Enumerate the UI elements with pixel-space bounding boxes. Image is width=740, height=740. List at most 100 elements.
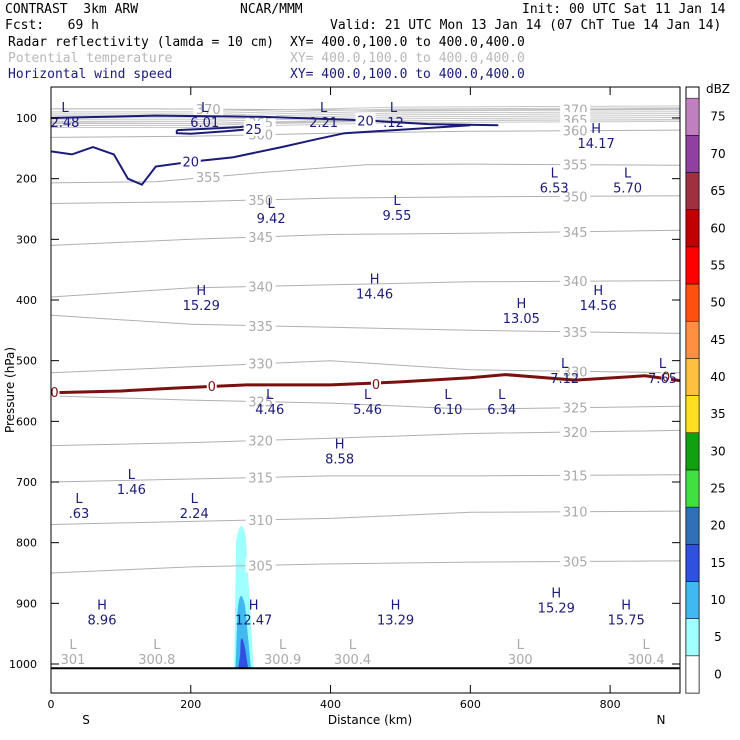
wind-extremum-high: H bbox=[335, 438, 345, 453]
theta-contour-upper bbox=[51, 120, 680, 128]
theta-low-value: 300 bbox=[508, 653, 533, 668]
theta-label-bg bbox=[560, 273, 591, 289]
colorbar-label: 65 bbox=[710, 184, 725, 198]
theta-label-340: 340 bbox=[563, 275, 588, 290]
colorbar-swatch bbox=[685, 246, 700, 285]
wind-extremum-value: 13.05 bbox=[503, 312, 540, 327]
wind-extremum-low: L bbox=[61, 101, 69, 116]
wind-extremum-high: H bbox=[516, 297, 526, 312]
colorbar: 0 5 10 15 20 25 30 35 40 45 50 55 60 65 70 75 bbox=[685, 86, 726, 694]
theta-label-bg bbox=[245, 228, 276, 244]
freezing-line: 0 0 0 0 bbox=[51, 371, 680, 401]
theta-label-340: 340 bbox=[248, 280, 273, 295]
wind-extremum-low: L bbox=[390, 101, 398, 116]
wind-extremum-high: H bbox=[370, 273, 380, 288]
theta-label-bg bbox=[560, 323, 591, 339]
colorbar-swatch bbox=[685, 655, 700, 694]
colorbar-swatch bbox=[685, 395, 700, 434]
wind-extremum-value: 1.46 bbox=[117, 483, 146, 498]
colorbar-swatch bbox=[685, 544, 700, 582]
theta-label-305: 305 bbox=[563, 555, 588, 570]
theta-contour-340 bbox=[51, 280, 680, 298]
wind-extremum-value: 13.29 bbox=[377, 613, 414, 628]
theta-label-325: 325 bbox=[248, 396, 273, 411]
theta-label-bg bbox=[560, 363, 591, 379]
theta-label-315: 315 bbox=[248, 471, 273, 486]
wind-label-20: 20 bbox=[183, 156, 200, 171]
wind-extremum-low: L bbox=[364, 388, 372, 403]
colorbar-label: 0 bbox=[714, 667, 722, 681]
freezing-line-path bbox=[51, 373, 680, 395]
wind-extremum-value: .12 bbox=[383, 116, 404, 131]
theta-contour-325 bbox=[51, 395, 680, 410]
wind-contour-20 bbox=[51, 114, 499, 127]
y-tick-label: 800 bbox=[16, 537, 37, 550]
theta-label-bg bbox=[245, 355, 276, 371]
theta-low-value: 300.9 bbox=[264, 653, 301, 668]
colorbar-label: 50 bbox=[710, 296, 725, 310]
colorbar-swatch bbox=[685, 172, 700, 210]
wind-label-bg bbox=[180, 153, 201, 169]
theta-label-bg bbox=[560, 553, 591, 569]
x-tick-label: 200 bbox=[180, 698, 201, 711]
theta-contour-370 bbox=[51, 108, 680, 111]
theta-label-bg bbox=[245, 557, 276, 573]
wind-extremum-high: H bbox=[196, 284, 206, 299]
wind-extremum-high: H bbox=[551, 586, 561, 601]
wind-label-bg bbox=[355, 112, 376, 128]
freezing-label-bg bbox=[370, 378, 381, 390]
wind-contour-20 bbox=[51, 124, 471, 186]
theta-label-325: 325 bbox=[563, 402, 588, 417]
y-tick-label: 100 bbox=[16, 112, 37, 125]
colorbar-label: 70 bbox=[710, 147, 725, 161]
forecast-hour: Fcst: 69 h bbox=[5, 18, 99, 33]
theta-label-bg bbox=[560, 188, 591, 204]
y-tick-label: 500 bbox=[16, 355, 37, 368]
wind-label-20: 20 bbox=[357, 114, 374, 129]
freezing-label-bg bbox=[661, 371, 672, 383]
theta-label-bg bbox=[245, 511, 276, 527]
field-3-xy: XY= 400.0,100.0 to 400.0,400.0 bbox=[290, 67, 525, 82]
wind-extremum-value: 6.01 bbox=[190, 116, 219, 131]
theta-label-360: 360 bbox=[563, 125, 588, 140]
theta-low-value: 301 bbox=[61, 653, 86, 668]
wind-extremum-value: 12.47 bbox=[235, 613, 272, 628]
theta-label-335: 335 bbox=[563, 326, 588, 341]
reflectivity-area-10dbz bbox=[235, 595, 251, 669]
field-1-name: Radar reflectivity (lamda = 10 cm) bbox=[8, 35, 275, 50]
theta-label-350: 350 bbox=[248, 194, 273, 209]
wind-extremum-low: L bbox=[393, 194, 401, 209]
theta-label-355: 355 bbox=[563, 159, 588, 174]
colorbar-swatch bbox=[685, 469, 700, 508]
colorbar-swatch bbox=[685, 618, 700, 657]
colorbar-title: dBZ bbox=[706, 82, 730, 96]
wind-extremum-value: 5.46 bbox=[353, 403, 382, 418]
theta-label-bg bbox=[560, 467, 591, 483]
theta-label-315: 315 bbox=[563, 469, 588, 484]
colorbar-swatch bbox=[685, 283, 700, 322]
wind-extremum-low: L bbox=[624, 166, 632, 181]
theta-label-bg bbox=[245, 393, 276, 409]
freezing-label: 0 bbox=[372, 378, 380, 393]
wind-extremum-high: H bbox=[97, 598, 107, 613]
end-label-left: S bbox=[82, 713, 90, 727]
wind-extremum-high: H bbox=[593, 284, 603, 299]
wind-label-bg bbox=[243, 120, 264, 136]
wind-extremum-value: 14.56 bbox=[580, 299, 617, 314]
colorbar-swatch bbox=[685, 209, 700, 248]
theta-low-marker: L bbox=[69, 638, 77, 653]
theta-contour-upper bbox=[51, 119, 680, 126]
theta-label-320: 320 bbox=[563, 426, 588, 441]
theta-contour-305 bbox=[51, 560, 680, 574]
wind-extremum-value: 14.46 bbox=[356, 288, 393, 303]
theta-low-marker: L bbox=[279, 638, 287, 653]
y-axis-title: Pressure (hPa) bbox=[3, 347, 17, 433]
theta-low-marker: L bbox=[517, 638, 525, 653]
colorbar-swatch bbox=[685, 135, 700, 173]
wind-extremum-value: 2.48 bbox=[51, 116, 80, 131]
colorbar-label: 55 bbox=[710, 258, 725, 272]
colorbar-label: 20 bbox=[710, 519, 725, 533]
theta-label-bg bbox=[560, 503, 591, 519]
